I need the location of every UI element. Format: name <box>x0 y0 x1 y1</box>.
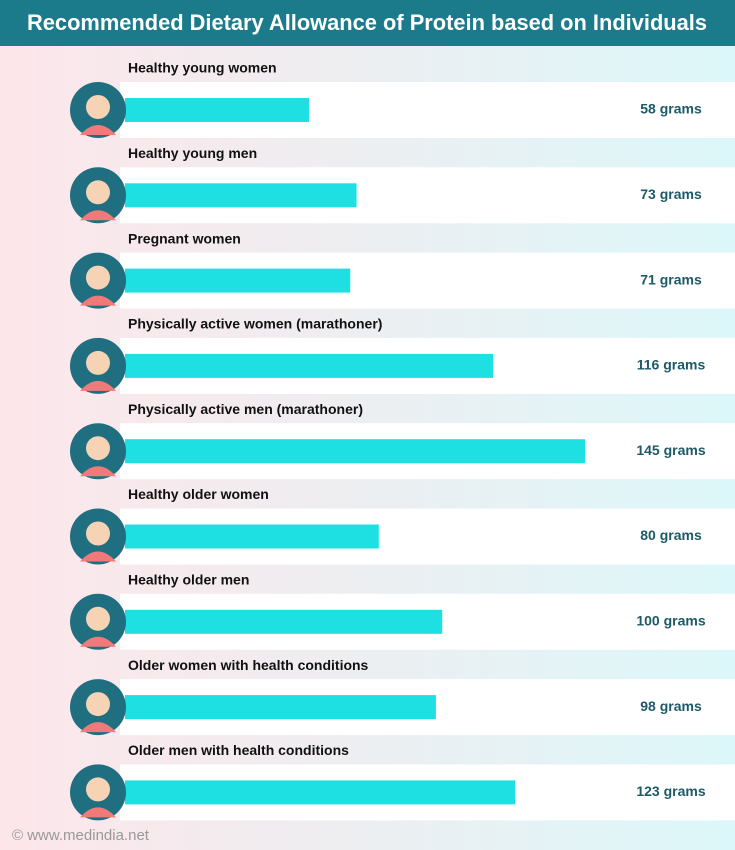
icon-body <box>80 380 116 391</box>
bar <box>125 353 493 378</box>
category-label: Older women with health conditions <box>128 657 369 673</box>
icon-face <box>86 180 110 205</box>
value-label: 123 grams <box>636 783 705 799</box>
category-label: Older men with health conditions <box>128 742 349 758</box>
footer: © www.medindia.net <box>12 827 150 844</box>
category-label: Healthy older women <box>128 486 269 502</box>
value-label: 98 grams <box>640 698 702 714</box>
icon-body <box>80 295 116 306</box>
icon-face <box>86 606 110 631</box>
title-band <box>0 0 735 46</box>
category-label: Physically active women (marathoner) <box>128 316 382 332</box>
value-label: 71 grams <box>640 271 702 287</box>
icon-body <box>80 466 116 477</box>
rows: Healthy young women 58 grams Healthy young… <box>70 60 735 821</box>
value-label: 58 grams <box>640 101 702 117</box>
value-label: 73 grams <box>640 186 702 202</box>
value-label: 145 grams <box>636 442 705 458</box>
category-label: Healthy young men <box>128 145 257 161</box>
bar <box>125 183 357 208</box>
icon-face <box>86 265 110 290</box>
category-label: Physically active men (marathoner) <box>128 401 363 417</box>
value-label: 116 grams <box>637 357 706 373</box>
icon-body <box>80 551 116 562</box>
icon-face <box>86 692 110 717</box>
icon-face <box>86 436 110 461</box>
icon-body <box>80 807 116 818</box>
value-label: 100 grams <box>636 613 705 629</box>
icon-body <box>80 636 116 647</box>
chart-title: Recommended Dietary Allowance of Protein… <box>27 10 707 35</box>
bar <box>125 98 309 122</box>
bar <box>125 780 516 805</box>
icon-face <box>86 521 110 546</box>
icon-face <box>86 95 110 119</box>
bar <box>125 268 351 293</box>
category-label: Healthy older men <box>128 572 249 588</box>
bar <box>125 439 585 464</box>
icon-face <box>86 350 110 375</box>
icon-body <box>80 722 116 733</box>
bar <box>125 524 379 549</box>
category-label: Pregnant women <box>128 230 241 246</box>
bar <box>125 695 436 720</box>
bar <box>125 609 443 634</box>
icon-body <box>80 210 116 221</box>
icon-body <box>80 125 116 135</box>
value-label: 80 grams <box>640 527 702 543</box>
category-label: Healthy young women <box>128 60 277 76</box>
icon-face <box>86 777 110 802</box>
